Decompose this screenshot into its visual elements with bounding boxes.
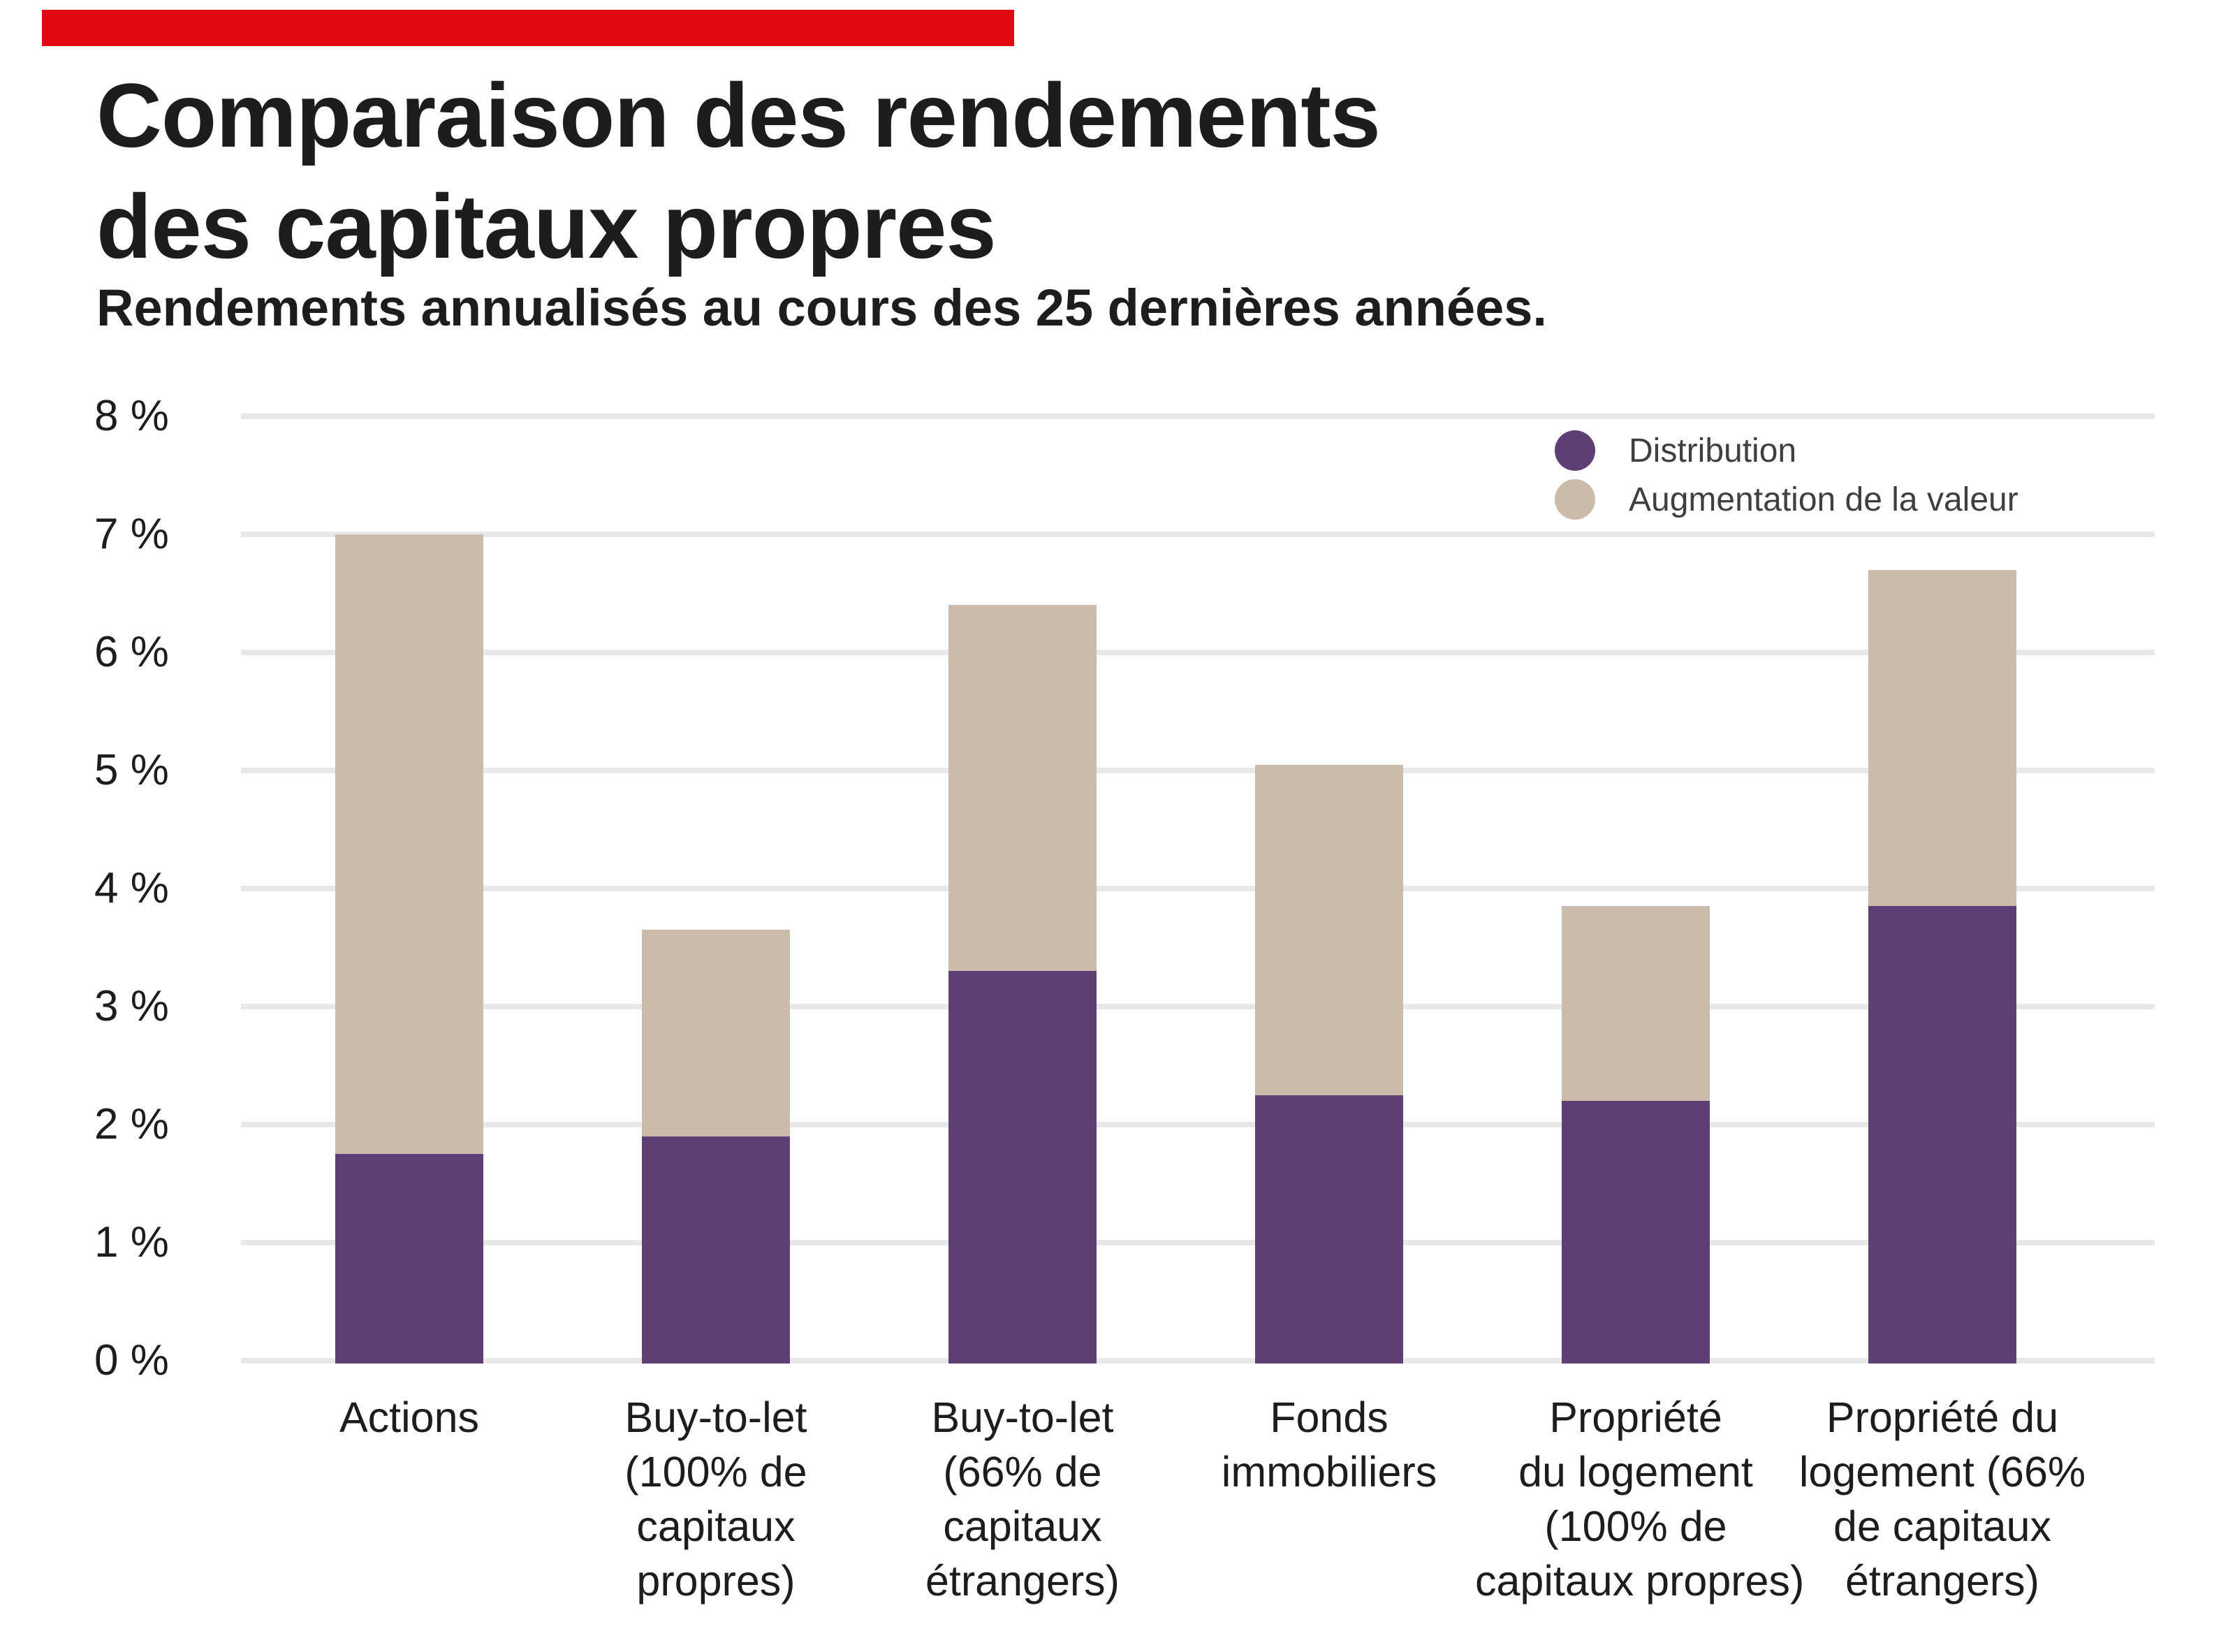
gridline xyxy=(241,650,2155,655)
y-tick-label: 7 % xyxy=(94,510,169,558)
x-axis-label-line: (100% de xyxy=(624,1448,807,1496)
bar-segment-augmentation xyxy=(1562,906,1710,1102)
x-axis-label-line: capitaux xyxy=(636,1503,796,1550)
bar-segment-distribution xyxy=(1868,906,2016,1364)
gridline xyxy=(241,1358,2155,1364)
legend-dot-augmentation xyxy=(1555,479,1595,520)
x-axis-label: Propriété du logement (66% de capitaux étra… xyxy=(1782,1390,2103,1608)
gridline xyxy=(241,532,2155,537)
x-axis-label-line: (66% de xyxy=(943,1448,1102,1496)
x-axis-label-line: de capitaux xyxy=(1833,1503,2051,1550)
y-tick-label: 5 % xyxy=(94,746,169,794)
y-tick-label: 3 % xyxy=(94,982,169,1030)
bar-segment-distribution xyxy=(1255,1095,1403,1364)
x-axis-label-line: Propriété xyxy=(1549,1394,1722,1441)
x-axis-label-line: immobiliers xyxy=(1221,1448,1437,1496)
y-tick-label: 2 % xyxy=(94,1100,169,1148)
gridline xyxy=(241,768,2155,773)
gridline xyxy=(241,1240,2155,1245)
bar-segment-augmentation xyxy=(1868,569,2016,907)
bar-segment-distribution xyxy=(642,1136,790,1364)
legend-dot-distribution xyxy=(1555,430,1595,471)
x-axis-label-line: Buy-to-let xyxy=(624,1394,807,1441)
x-axis-label-line: (100% de xyxy=(1544,1503,1727,1550)
page-subtitle: Rendements annualisés au cours des 25 de… xyxy=(96,279,1547,337)
x-axis-label-line: Fonds xyxy=(1270,1394,1388,1441)
page-title: Comparaison des rendements des capitaux … xyxy=(96,64,1381,277)
y-tick-label: 6 % xyxy=(94,628,169,676)
x-axis-label-line: capitaux propres) xyxy=(1475,1557,1805,1605)
y-tick-label: 1 % xyxy=(94,1218,169,1266)
bar-segment-distribution xyxy=(335,1154,483,1364)
x-axis-label: Fonds immobiliers xyxy=(1168,1390,1490,1499)
x-axis-label-line: capitaux xyxy=(943,1503,1102,1550)
bar-segment-augmentation xyxy=(1255,764,1403,1095)
gridline xyxy=(241,414,2155,419)
x-axis-label-line: du logement xyxy=(1518,1448,1753,1496)
x-axis-label: Propriété du logement (100% de capitaux pro… xyxy=(1475,1390,1805,1608)
x-axis-label-line: Buy-to-let xyxy=(931,1394,1114,1441)
x-axis-label: Actions xyxy=(249,1390,570,1445)
gridline xyxy=(241,1004,2155,1009)
x-axis-label-line: Propriété du xyxy=(1826,1394,2059,1441)
x-axis-label-line: logement (66% xyxy=(1798,1448,2086,1496)
gridline xyxy=(241,886,2155,891)
x-axis-label-line: étrangers) xyxy=(925,1557,1120,1605)
x-axis-label-line: Actions xyxy=(339,1394,480,1441)
x-axis-label: Buy-to-let (100% de capitaux propres) xyxy=(555,1390,877,1608)
bar-segment-augmentation xyxy=(642,930,790,1136)
bar-segment-distribution xyxy=(1562,1101,1710,1364)
y-tick-label: 4 % xyxy=(94,864,169,912)
legend-label: Augmentation de la valeur xyxy=(1629,481,2018,518)
brand-red-bar xyxy=(42,10,1014,46)
bar-segment-augmentation xyxy=(335,534,483,1155)
y-tick-label: 0 % xyxy=(94,1336,169,1384)
x-axis-label-line: propres) xyxy=(636,1557,796,1605)
x-axis-label: Buy-to-let (66% de capitaux étrangers) xyxy=(862,1390,1183,1608)
bar-segment-distribution xyxy=(948,971,1097,1364)
y-tick-label: 8 % xyxy=(94,392,169,440)
bar-segment-augmentation xyxy=(948,605,1097,972)
x-axis-label-line: étrangers) xyxy=(1845,1557,2039,1605)
gridline xyxy=(241,1122,2155,1127)
legend-label: Distribution xyxy=(1629,432,1797,469)
